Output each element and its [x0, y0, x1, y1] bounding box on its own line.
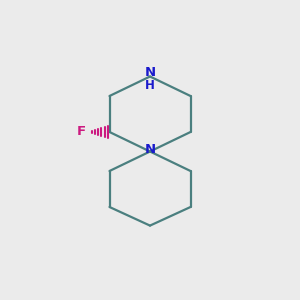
- Text: N: N: [144, 142, 156, 156]
- Text: N: N: [144, 66, 156, 80]
- Text: F: F: [76, 125, 85, 139]
- Text: H: H: [145, 79, 155, 92]
